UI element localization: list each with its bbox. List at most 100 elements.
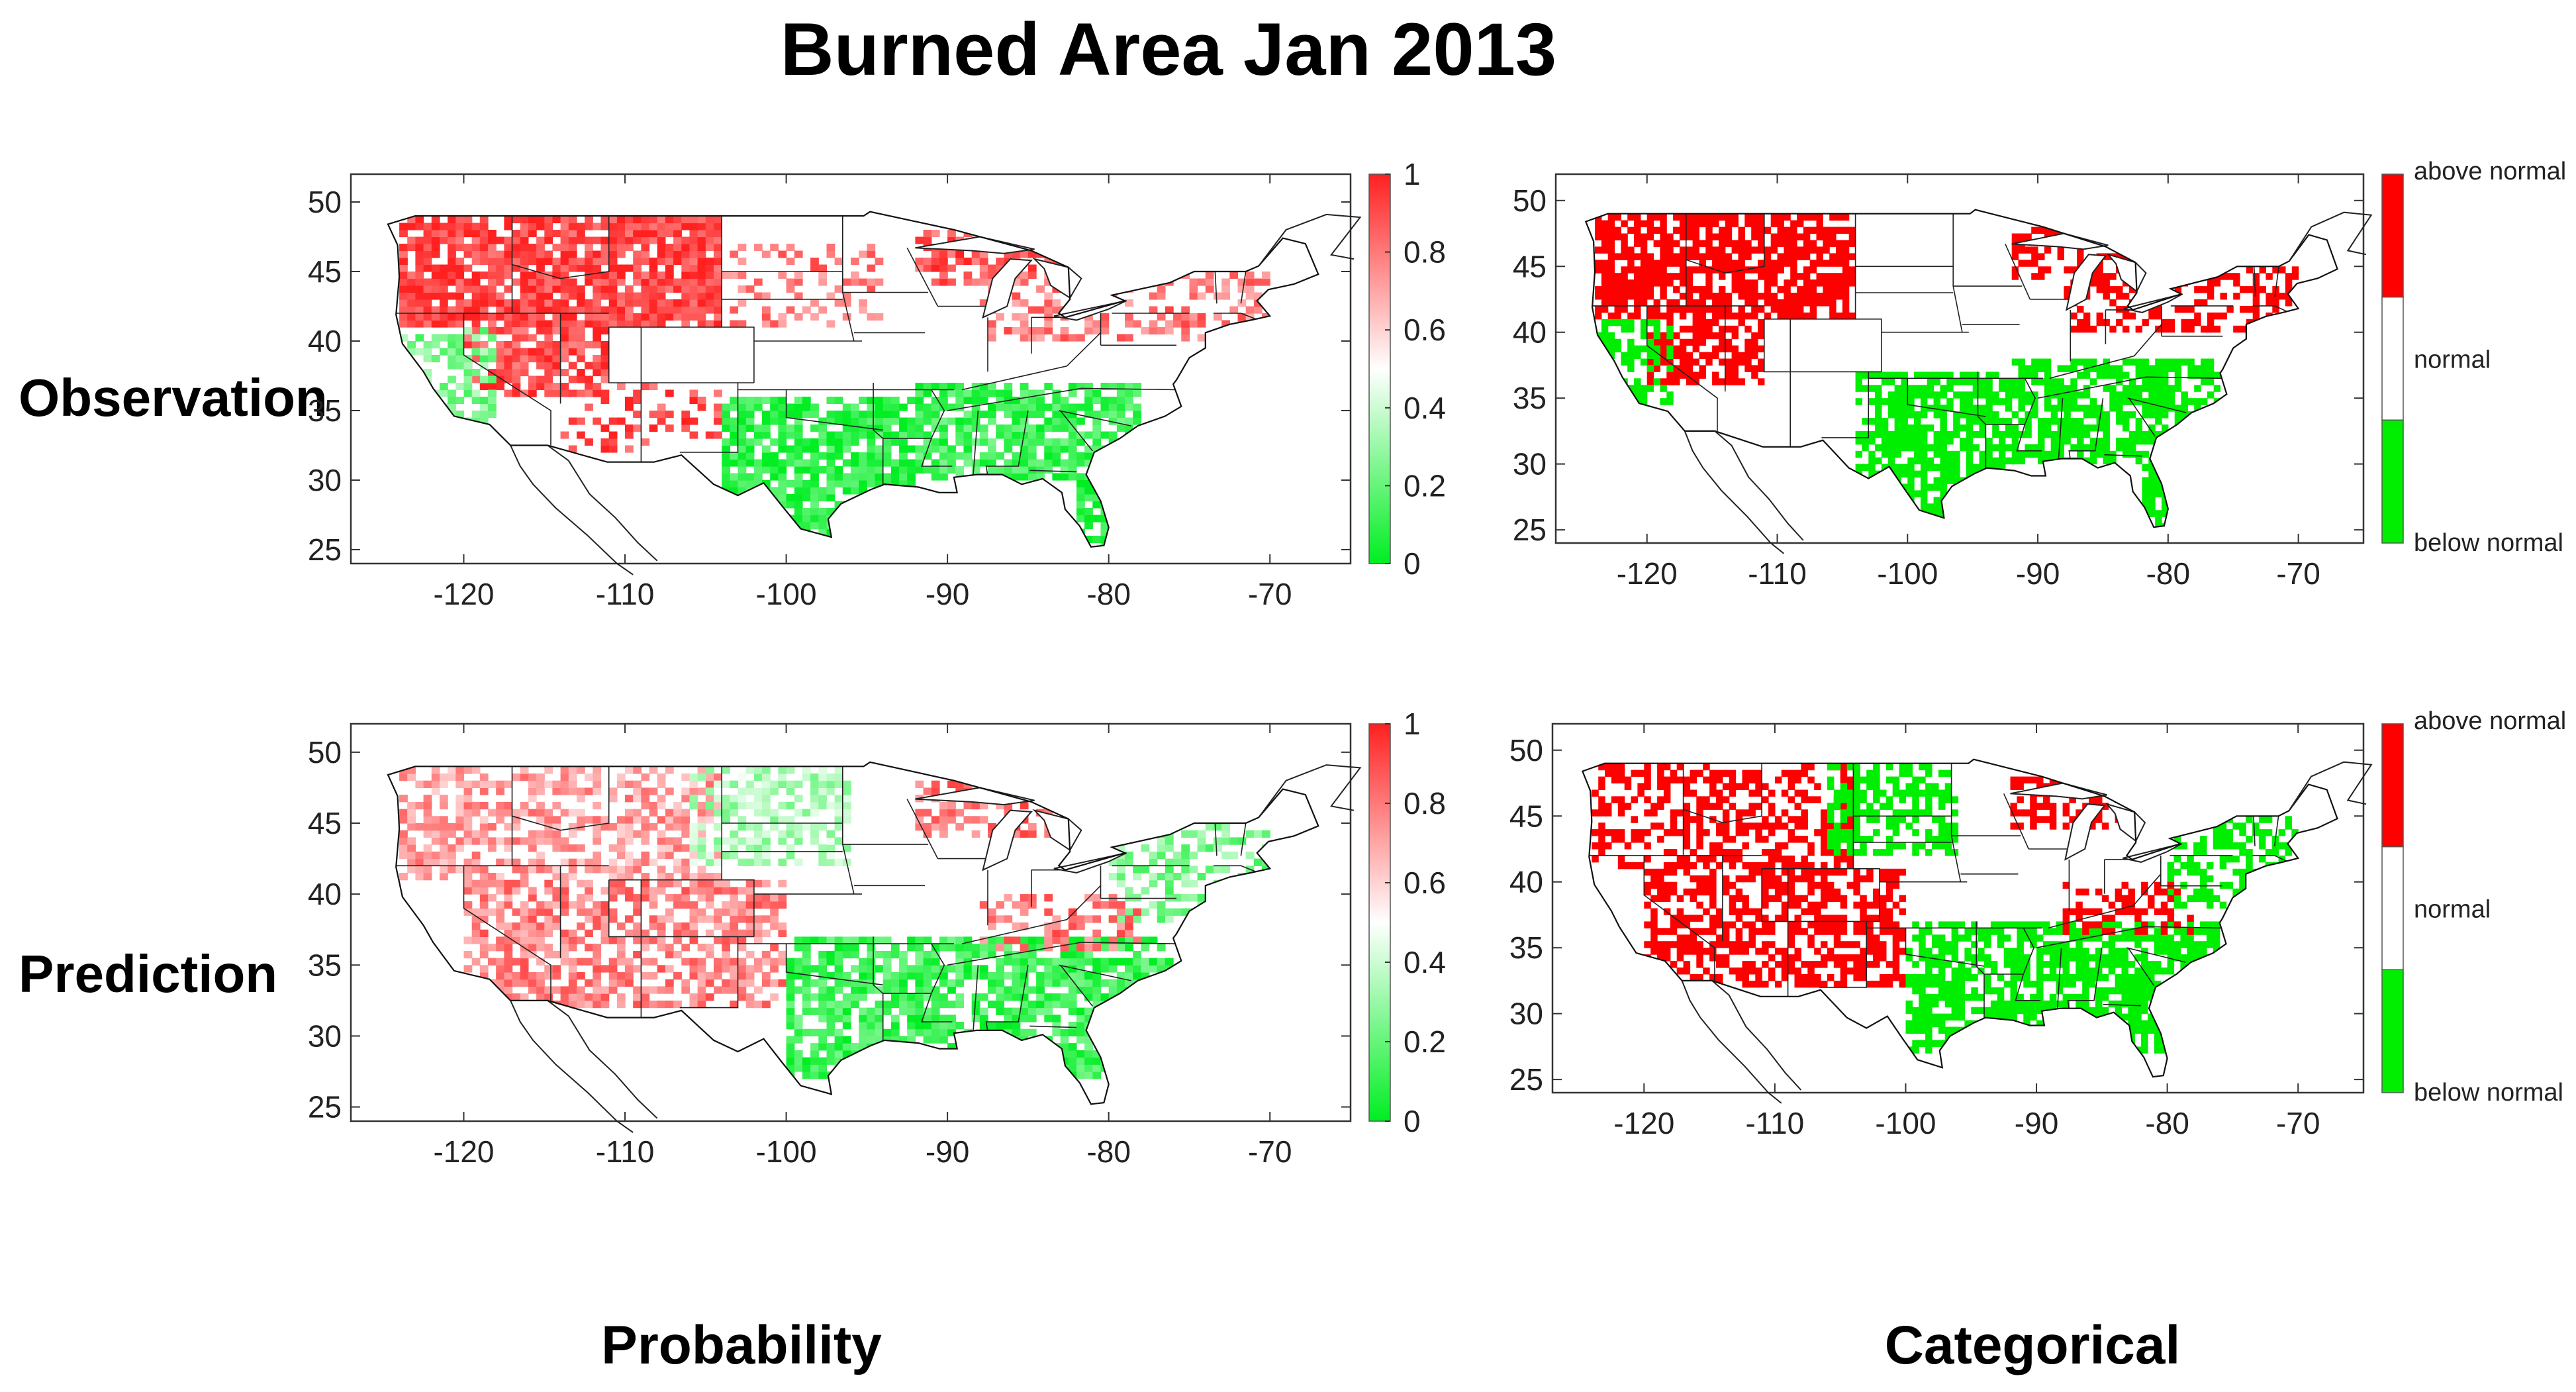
heat-cell	[1999, 430, 2006, 438]
heat-cell	[1725, 305, 1733, 313]
heat-cell	[2083, 358, 2091, 366]
heat-cell	[2089, 398, 2097, 405]
heat-cell	[560, 958, 569, 966]
heat-cell	[1660, 279, 1667, 287]
heat-cell	[947, 417, 956, 425]
heat-cell	[585, 787, 593, 795]
heat-cell	[1646, 312, 1654, 320]
heat-cell	[577, 369, 585, 377]
heat-cell	[665, 389, 674, 397]
heat-cell	[577, 417, 585, 425]
heat-cell	[1068, 424, 1077, 432]
heat-cell	[463, 801, 473, 810]
heat-cell	[770, 944, 779, 952]
heat-cell	[496, 901, 504, 909]
heat-cell	[544, 341, 553, 349]
heat-region-2	[463, 879, 787, 1009]
heat-cell	[2031, 405, 2038, 412]
y-tick-label: 35	[1513, 381, 1547, 415]
heat-cell	[714, 986, 722, 994]
heat-cell	[1921, 372, 1928, 379]
heat-cell	[697, 299, 706, 307]
heat-cell	[431, 341, 440, 349]
heat-cell	[802, 965, 811, 973]
heat-cell	[1052, 397, 1061, 405]
heat-cell	[2155, 483, 2162, 491]
heat-cell	[649, 787, 658, 795]
heat-cell	[2077, 253, 2084, 260]
heat-cell	[560, 858, 569, 866]
heat-cell	[1921, 411, 1928, 419]
heat-cell	[625, 816, 634, 824]
heat-cell	[641, 958, 650, 966]
heat-cell	[440, 292, 448, 300]
heat-cell	[1653, 358, 1660, 366]
heat-cell	[883, 411, 892, 419]
heat-cell	[600, 278, 610, 286]
heat-cell	[681, 264, 691, 272]
heat-cell	[600, 355, 610, 363]
heat-cell	[1914, 450, 1921, 458]
heat-cell	[520, 901, 529, 909]
heat-cell	[705, 773, 714, 781]
heat-cell	[2018, 385, 2025, 392]
heat-cell	[1933, 372, 1940, 379]
heat-cell	[697, 223, 706, 230]
heat-cell	[1751, 213, 1758, 221]
heat-cell	[479, 830, 489, 838]
heat-cell	[577, 922, 585, 930]
heat-cell	[818, 787, 828, 795]
heat-cell	[1621, 358, 1628, 366]
heat-cell	[1887, 464, 1895, 472]
heat-cell	[1985, 457, 1993, 465]
heat-cell	[1116, 334, 1125, 342]
heat-cell	[1640, 253, 1648, 260]
heat-cell	[842, 278, 851, 286]
heat-cell	[455, 397, 465, 405]
heat-cell	[1666, 352, 1674, 360]
heat-cell	[1036, 285, 1045, 293]
heat-cell	[608, 236, 618, 244]
heat-cell	[1953, 418, 1960, 425]
heat-cell	[810, 773, 819, 781]
heat-cell	[786, 1043, 795, 1051]
heat-cell	[834, 480, 843, 488]
heat-cell	[2011, 233, 2019, 240]
heat-cell	[1836, 293, 1843, 300]
heat-cell	[842, 411, 851, 419]
heat-cell	[1044, 278, 1053, 286]
heat-cell	[705, 285, 714, 293]
heat-cell	[1797, 246, 1804, 254]
heat-cell	[697, 250, 706, 258]
heat-cell	[794, 1036, 803, 1044]
heat-cell	[794, 795, 803, 803]
heat-cell	[568, 965, 577, 973]
heat-cell	[1855, 430, 1862, 438]
heat-cell	[1823, 260, 1830, 267]
heat-cell	[681, 244, 691, 252]
heat-cell	[641, 258, 650, 266]
heat-cell	[504, 327, 513, 335]
heat-cell	[1020, 397, 1029, 405]
heat-cell	[560, 944, 569, 952]
heat-cell	[810, 993, 819, 1001]
heat-cell	[2103, 424, 2110, 432]
heat-cell	[2162, 372, 2169, 379]
heat-cell	[1881, 450, 1889, 458]
heat-cell	[762, 306, 771, 314]
heat-cell	[488, 780, 497, 788]
heat-cell	[1921, 450, 1928, 458]
heat-cell	[673, 894, 682, 902]
heat-cell	[1770, 273, 1778, 280]
heat-cell	[649, 887, 658, 895]
heat-cell	[1960, 372, 1967, 379]
heat-cell	[1738, 240, 1745, 247]
heat-cell	[2123, 437, 2130, 445]
heat-cell	[907, 466, 916, 474]
heat-cell	[2109, 398, 2117, 405]
heat-cell	[2187, 372, 2195, 379]
heat-cell	[955, 452, 965, 460]
heat-cell	[673, 816, 682, 824]
heat-cell	[955, 250, 965, 258]
heat-cell	[1784, 279, 1791, 287]
